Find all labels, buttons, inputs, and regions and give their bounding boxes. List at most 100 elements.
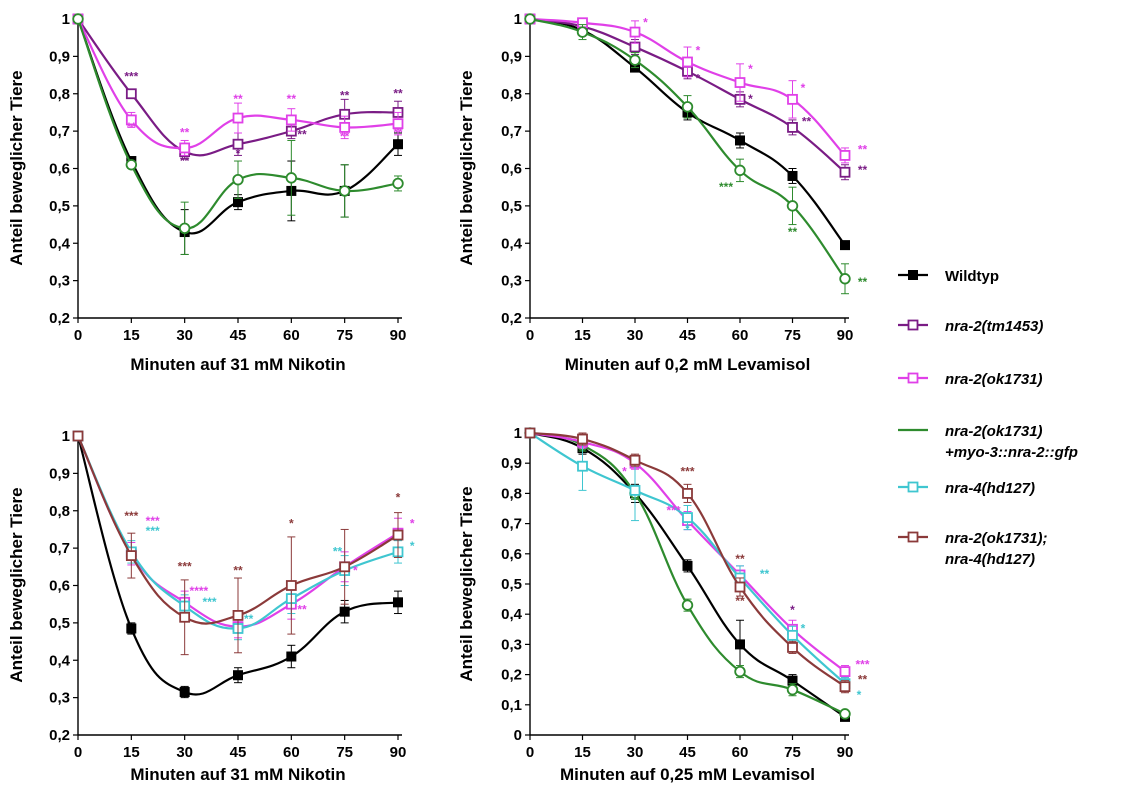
significance-label: **** bbox=[190, 584, 209, 598]
significance-label: *** bbox=[146, 524, 160, 538]
x-tick-label: 0 bbox=[526, 744, 534, 761]
x-tick-label: 75 bbox=[336, 327, 353, 344]
legend-label: nra-2(ok1731) bbox=[945, 423, 1043, 440]
series-tm1453 bbox=[72, 13, 404, 160]
y-tick-label: 0,2 bbox=[49, 727, 70, 744]
data-point bbox=[787, 170, 798, 181]
significance-label: ** bbox=[393, 126, 403, 140]
chart-panel-1: 0,2 0,3 0,4 0,5 0,6 0,7 0,8 0,9 1 0 15 30 45 60 75 90 Mi… bbox=[7, 11, 406, 374]
data-point bbox=[125, 550, 137, 561]
data-point bbox=[840, 240, 850, 251]
x-tick-label: 60 bbox=[283, 327, 300, 344]
chart-panel-4: 0 0,1 0,2 0,3 0,4 0,5 0,6 0,7 0,8 0,9 1 0 15 30 45 60 75… bbox=[457, 425, 870, 784]
y-axis-title: Anteil beweglicher Tiere bbox=[457, 486, 476, 681]
y-tick-label: 0,9 bbox=[49, 48, 70, 65]
legend-swatch-marker bbox=[907, 481, 919, 493]
data-point bbox=[392, 529, 404, 541]
x-tick-label: 0 bbox=[526, 327, 534, 344]
legend-label: nra-2(tm1453) bbox=[945, 318, 1043, 335]
x-tick-label: 90 bbox=[837, 327, 854, 344]
y-tick-label: 0,5 bbox=[49, 615, 70, 632]
y-tick-label: 0,7 bbox=[49, 540, 70, 557]
chart-panel-2: 0,2 0,3 0,4 0,5 0,6 0,7 0,8 0,9 1 0 15 30 45 60 75 90 Mi… bbox=[457, 11, 867, 374]
significance-label: ** bbox=[244, 612, 254, 626]
data-point bbox=[839, 166, 851, 178]
data-point bbox=[629, 484, 641, 496]
y-tick-label: 0,4 bbox=[49, 235, 71, 252]
significance-label: ** bbox=[180, 154, 190, 168]
y-tick-label: 0,2 bbox=[501, 310, 522, 327]
significance-label: * bbox=[696, 72, 701, 86]
x-tick-label: 30 bbox=[176, 744, 193, 761]
significance-label: ** bbox=[802, 115, 812, 129]
data-point bbox=[839, 708, 851, 720]
data-point bbox=[839, 666, 851, 677]
data-point bbox=[787, 642, 798, 653]
data-point bbox=[232, 112, 244, 124]
data-point bbox=[681, 101, 694, 113]
x-tick-label: 45 bbox=[230, 744, 247, 761]
data-point bbox=[179, 611, 191, 623]
significance-label: ** bbox=[297, 128, 307, 142]
significance-label: * bbox=[289, 517, 294, 531]
significance-label: *** bbox=[178, 560, 192, 574]
data-point bbox=[839, 150, 851, 161]
legend-label: nra-2(ok1731) bbox=[945, 371, 1043, 388]
significance-label: ** bbox=[858, 143, 868, 157]
significance-label: * bbox=[685, 522, 690, 536]
data-point bbox=[233, 670, 243, 681]
data-point bbox=[682, 560, 693, 571]
significance-label: * bbox=[696, 44, 701, 58]
significance-label: *** bbox=[855, 658, 869, 672]
x-tick-label: 45 bbox=[230, 327, 247, 344]
significance-label: ** bbox=[180, 126, 190, 140]
data-point bbox=[629, 54, 641, 66]
data-point bbox=[285, 114, 297, 126]
legend-label: nra-4(hd127) bbox=[945, 551, 1035, 568]
legend-swatch-marker bbox=[908, 270, 918, 280]
significance-label: * bbox=[790, 603, 795, 617]
series-double bbox=[72, 430, 404, 656]
significance-label: *** bbox=[124, 70, 138, 84]
significance-label: *** bbox=[666, 504, 680, 518]
legend-item-wt: Wildtyp bbox=[898, 268, 999, 285]
x-axis-title: Minuten auf 31 mM Nikotin bbox=[130, 765, 345, 784]
data-point bbox=[125, 88, 137, 100]
data-point bbox=[524, 13, 536, 25]
y-tick-label: 0,3 bbox=[49, 690, 70, 707]
data-point bbox=[682, 56, 693, 68]
data-point bbox=[734, 665, 746, 678]
significance-label: * bbox=[622, 464, 627, 478]
significance-label: ** bbox=[233, 563, 243, 577]
y-tick-label: 0,5 bbox=[49, 198, 70, 215]
significance-label: * bbox=[748, 62, 753, 76]
x-tick-label: 0 bbox=[74, 744, 82, 761]
data-point bbox=[839, 273, 851, 285]
significance-label: ** bbox=[760, 567, 770, 581]
y-tick-label: 0,7 bbox=[501, 123, 522, 140]
significance-label: * bbox=[410, 539, 415, 553]
data-point bbox=[232, 174, 244, 186]
data-point bbox=[735, 135, 745, 146]
x-axis-title: Minuten auf 31 mM Nikotin bbox=[130, 355, 345, 374]
x-tick-label: 45 bbox=[679, 744, 696, 761]
y-tick-label: 0,6 bbox=[501, 161, 522, 178]
data-point bbox=[681, 599, 694, 611]
x-tick-label: 90 bbox=[390, 744, 407, 761]
x-tick-label: 30 bbox=[627, 744, 644, 761]
significance-label: * bbox=[643, 15, 648, 29]
y-tick-label: 0,5 bbox=[501, 576, 522, 593]
significance-label: ** bbox=[393, 86, 403, 100]
significance-label: * bbox=[801, 621, 806, 635]
legend-label: nra-4(hd127) bbox=[945, 480, 1035, 497]
legend-item-hd127: nra-4(hd127) bbox=[898, 480, 1035, 497]
x-tick-label: 15 bbox=[123, 744, 140, 761]
data-point bbox=[629, 26, 641, 38]
x-tick-label: 30 bbox=[627, 327, 644, 344]
y-tick-label: 0,6 bbox=[501, 546, 522, 563]
y-tick-label: 1 bbox=[62, 428, 70, 445]
series-line bbox=[76, 435, 399, 696]
x-tick-label: 75 bbox=[784, 327, 801, 344]
